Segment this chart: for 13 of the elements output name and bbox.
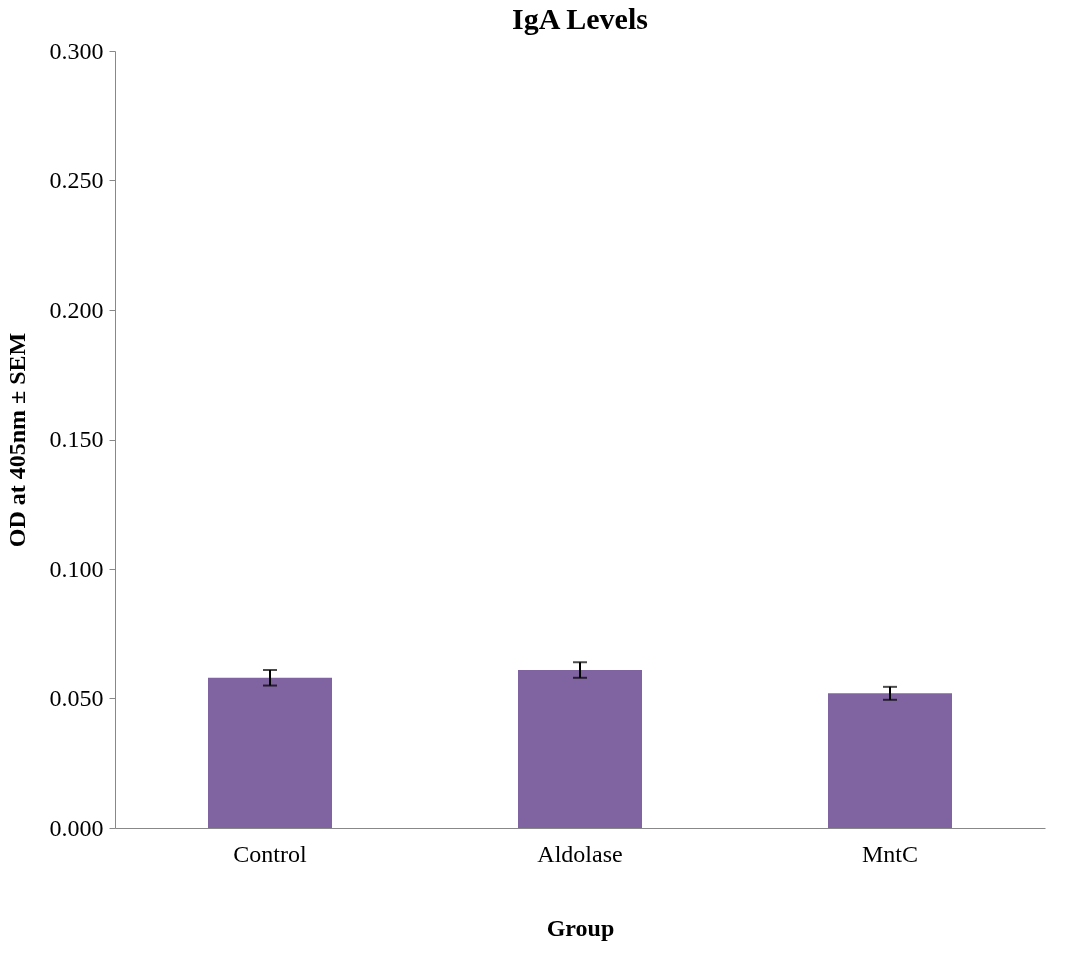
y-tick-label: 0.200: [49, 296, 104, 323]
x-tick-label: Control: [233, 840, 307, 867]
chart-title: IgA Levels: [512, 2, 648, 35]
y-tick-label: 0.000: [49, 814, 104, 841]
x-axis-title: Group: [546, 914, 615, 941]
y-tick-label: 0.050: [49, 685, 104, 711]
x-tick-label: Aldolase: [537, 840, 623, 867]
y-tick-label: 0.150: [49, 426, 104, 452]
y-axis-title: OD at 405nm ± SEM: [3, 332, 30, 548]
x-tick-label: MntC: [861, 840, 919, 867]
y-tick-label: 0.100: [49, 555, 104, 582]
y-tick-label: 0.300: [49, 37, 104, 64]
y-tick-label: 0.250: [49, 167, 104, 193]
